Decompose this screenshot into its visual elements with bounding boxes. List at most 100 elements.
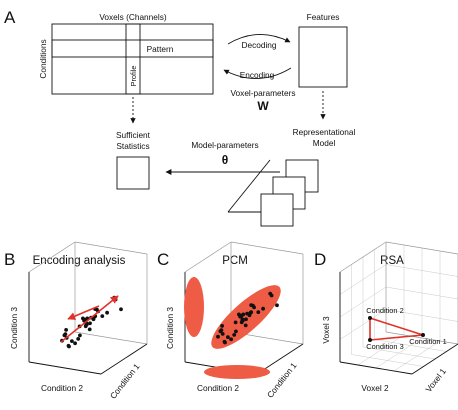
panel-c-axis-x-label: Condition 2 — [197, 383, 239, 393]
profile-label: Profile — [129, 66, 138, 87]
condition-3-label: Condition 3 — [366, 342, 403, 351]
grid-line — [374, 339, 447, 352]
data-point — [76, 337, 81, 341]
covariance-ellipse — [211, 285, 281, 349]
panel-c-title: PCM — [222, 255, 248, 267]
panel-c: C PCM Condition 2 Condition 1 Condition … — [157, 241, 304, 400]
panel-b-axes-box — [28, 241, 148, 375]
sufficient-statistics-line1: Sufficient — [116, 130, 151, 140]
data-point — [73, 341, 77, 346]
condition-1-point — [421, 333, 425, 337]
axis-line — [411, 343, 458, 375]
panel-b-axis-y-label: Condition 1 — [108, 361, 142, 401]
condition-2-label: Condition 2 — [366, 306, 403, 315]
voxels-channels-label: Voxels (Channels) — [99, 12, 167, 22]
panel-b: B Encoding analysis Condition 2 Conditio… — [4, 241, 148, 401]
projection-ellipse-side — [184, 277, 204, 337]
box-edge — [74, 241, 148, 255]
data-point — [245, 311, 250, 316]
model-stack-line-upper — [227, 159, 271, 213]
distance-triangle — [369, 316, 424, 341]
axis-line — [100, 343, 148, 375]
features-box — [298, 26, 348, 88]
encoding-direction-arrow-2 — [60, 295, 119, 343]
panel-c-axis-z-label: Condition 3 — [165, 307, 175, 349]
grid-line — [362, 346, 436, 360]
data-point — [256, 310, 261, 314]
data-point — [244, 317, 248, 322]
data-point — [243, 323, 248, 328]
panel-a-letter: A — [4, 8, 16, 27]
panel-c-axis-y-label: Condition 1 — [265, 360, 299, 400]
data-point — [67, 344, 71, 349]
data-point — [249, 310, 254, 314]
grid-line — [385, 264, 458, 277]
condition-2-point — [368, 316, 372, 320]
data-point — [88, 321, 92, 326]
encoding-arrow — [223, 67, 292, 79]
projection-ellipse-floor — [204, 365, 270, 379]
data-point — [87, 327, 92, 332]
pattern-label: Pattern — [147, 44, 174, 54]
model-parameters-label: Model-parameters — [191, 140, 258, 150]
grid-line — [393, 340, 441, 372]
grid-line — [339, 286, 387, 318]
panel-d-title: RSA — [380, 255, 404, 267]
panel-b-axis-z-label: Condition 3 — [9, 307, 19, 349]
encoding-direction-arrow-1 — [67, 305, 100, 320]
data-point — [63, 332, 68, 336]
voxel-parameters-symbol: W — [257, 99, 269, 113]
model-parameters-symbol: θ — [222, 153, 229, 167]
box-edge — [74, 331, 148, 345]
data-point — [275, 303, 279, 308]
data-point — [119, 307, 123, 312]
box-edge — [230, 241, 304, 255]
representational-model-line1: Representational — [293, 127, 356, 137]
decoding-arrow — [227, 34, 291, 45]
axis-line — [339, 361, 413, 375]
panel-d-axis-z-label: Voxel 3 — [321, 316, 331, 344]
panel-b-title: Encoding analysis — [33, 255, 126, 267]
model-box-bottom — [260, 193, 294, 227]
conditions-label: Conditions — [38, 39, 48, 78]
box-edge — [339, 241, 387, 273]
data-point — [64, 328, 68, 332]
panel-c-letter: C — [157, 250, 169, 269]
data-point — [81, 316, 85, 321]
data-point — [234, 329, 238, 334]
data-point — [252, 305, 256, 310]
panel-d-axis-x-label: Voxel 2 — [361, 383, 389, 393]
pattern-row — [51, 39, 214, 58]
condition-3-point — [368, 338, 372, 342]
panel-b-scatter — [60, 295, 123, 349]
data-point — [237, 312, 241, 317]
data-point — [78, 333, 82, 338]
data-point — [219, 328, 224, 332]
data-point — [240, 317, 245, 322]
condition-1-label: Condition 1 — [409, 337, 446, 346]
box-edge — [385, 331, 458, 345]
data-point — [216, 334, 220, 339]
panel-a: A Voxels (Channels) Conditions Pattern P… — [4, 8, 356, 227]
panel-d: D RSA Condition 2 Condition 3 Condition … — [314, 241, 458, 394]
voxel-parameters-label: Voxel-parameters — [230, 88, 295, 98]
data-point — [70, 339, 74, 343]
data-point — [229, 337, 234, 342]
panel-d-axis-y-label: Voxel 1 — [423, 366, 448, 394]
box-edge — [184, 241, 232, 273]
data-point — [220, 324, 225, 328]
panel-b-letter: B — [4, 250, 15, 269]
panel-d-axes-box — [339, 241, 458, 375]
panel-d-letter: D — [314, 250, 326, 269]
sufficient-statistics-line2: Statistics — [116, 141, 149, 151]
features-label: Features — [307, 12, 340, 22]
data-matrix: Voxels (Channels) Conditions Pattern Pro… — [38, 12, 214, 95]
encoding-label: Encoding — [240, 70, 275, 80]
panel-c-scatter — [216, 291, 279, 345]
box-edge — [28, 241, 76, 273]
data-point — [232, 333, 237, 337]
panel-b-axis-x-label: Condition 2 — [41, 383, 83, 393]
data-point — [261, 306, 265, 311]
box-edge — [385, 241, 458, 255]
